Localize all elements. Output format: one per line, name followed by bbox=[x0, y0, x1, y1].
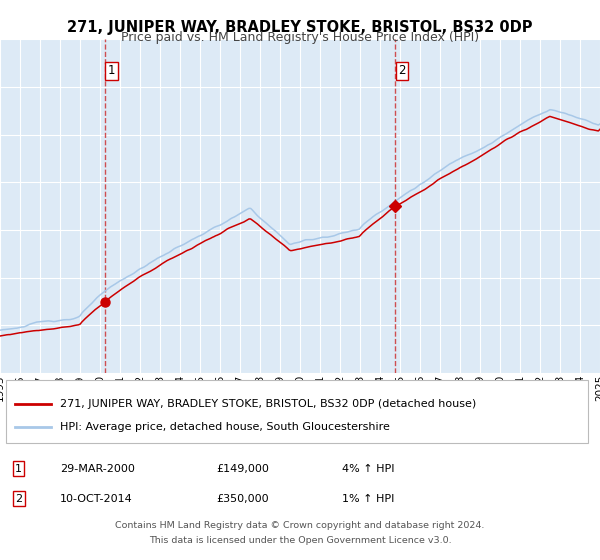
Text: 1% ↑ HPI: 1% ↑ HPI bbox=[342, 494, 394, 503]
Text: HPI: Average price, detached house, South Gloucestershire: HPI: Average price, detached house, Sout… bbox=[60, 422, 390, 432]
Text: 271, JUNIPER WAY, BRADLEY STOKE, BRISTOL, BS32 0DP: 271, JUNIPER WAY, BRADLEY STOKE, BRISTOL… bbox=[67, 20, 533, 35]
Text: Price paid vs. HM Land Registry's House Price Index (HPI): Price paid vs. HM Land Registry's House … bbox=[121, 31, 479, 44]
Text: 10-OCT-2014: 10-OCT-2014 bbox=[60, 494, 133, 503]
Text: This data is licensed under the Open Government Licence v3.0.: This data is licensed under the Open Gov… bbox=[149, 536, 451, 545]
Text: 1: 1 bbox=[15, 464, 22, 474]
FancyBboxPatch shape bbox=[6, 380, 588, 444]
Text: 271, JUNIPER WAY, BRADLEY STOKE, BRISTOL, BS32 0DP (detached house): 271, JUNIPER WAY, BRADLEY STOKE, BRISTOL… bbox=[60, 399, 476, 409]
Text: 29-MAR-2000: 29-MAR-2000 bbox=[60, 464, 135, 474]
Text: £350,000: £350,000 bbox=[216, 494, 269, 503]
Text: £149,000: £149,000 bbox=[216, 464, 269, 474]
Text: 4% ↑ HPI: 4% ↑ HPI bbox=[342, 464, 395, 474]
Text: 2: 2 bbox=[398, 64, 406, 77]
Text: 1: 1 bbox=[107, 64, 115, 77]
Text: Contains HM Land Registry data © Crown copyright and database right 2024.: Contains HM Land Registry data © Crown c… bbox=[115, 521, 485, 530]
Text: 2: 2 bbox=[15, 494, 22, 503]
